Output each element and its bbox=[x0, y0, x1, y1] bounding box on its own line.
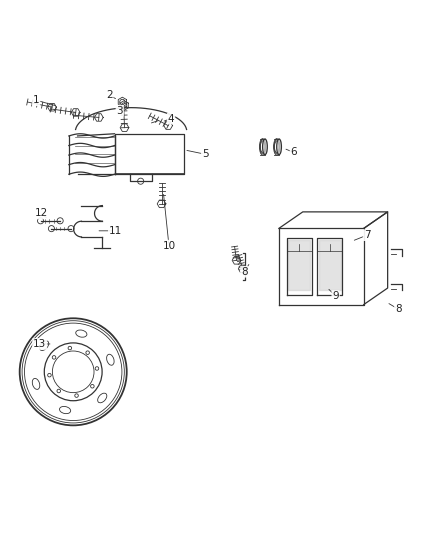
Text: 2: 2 bbox=[106, 91, 113, 100]
Text: 8: 8 bbox=[241, 266, 247, 277]
Text: 5: 5 bbox=[202, 149, 208, 159]
Text: 12: 12 bbox=[35, 208, 48, 219]
Text: 8: 8 bbox=[395, 304, 402, 314]
Ellipse shape bbox=[277, 139, 281, 155]
Text: 4: 4 bbox=[168, 114, 174, 124]
Ellipse shape bbox=[263, 139, 267, 155]
Text: 10: 10 bbox=[162, 240, 176, 251]
Polygon shape bbox=[288, 240, 310, 290]
Text: 9: 9 bbox=[332, 291, 339, 301]
Text: 6: 6 bbox=[290, 148, 297, 157]
Text: 3: 3 bbox=[117, 106, 123, 116]
Text: 13: 13 bbox=[33, 339, 46, 349]
Polygon shape bbox=[319, 240, 341, 290]
Text: 1: 1 bbox=[33, 95, 39, 105]
Text: 11: 11 bbox=[109, 226, 122, 236]
Text: 7: 7 bbox=[364, 230, 370, 240]
